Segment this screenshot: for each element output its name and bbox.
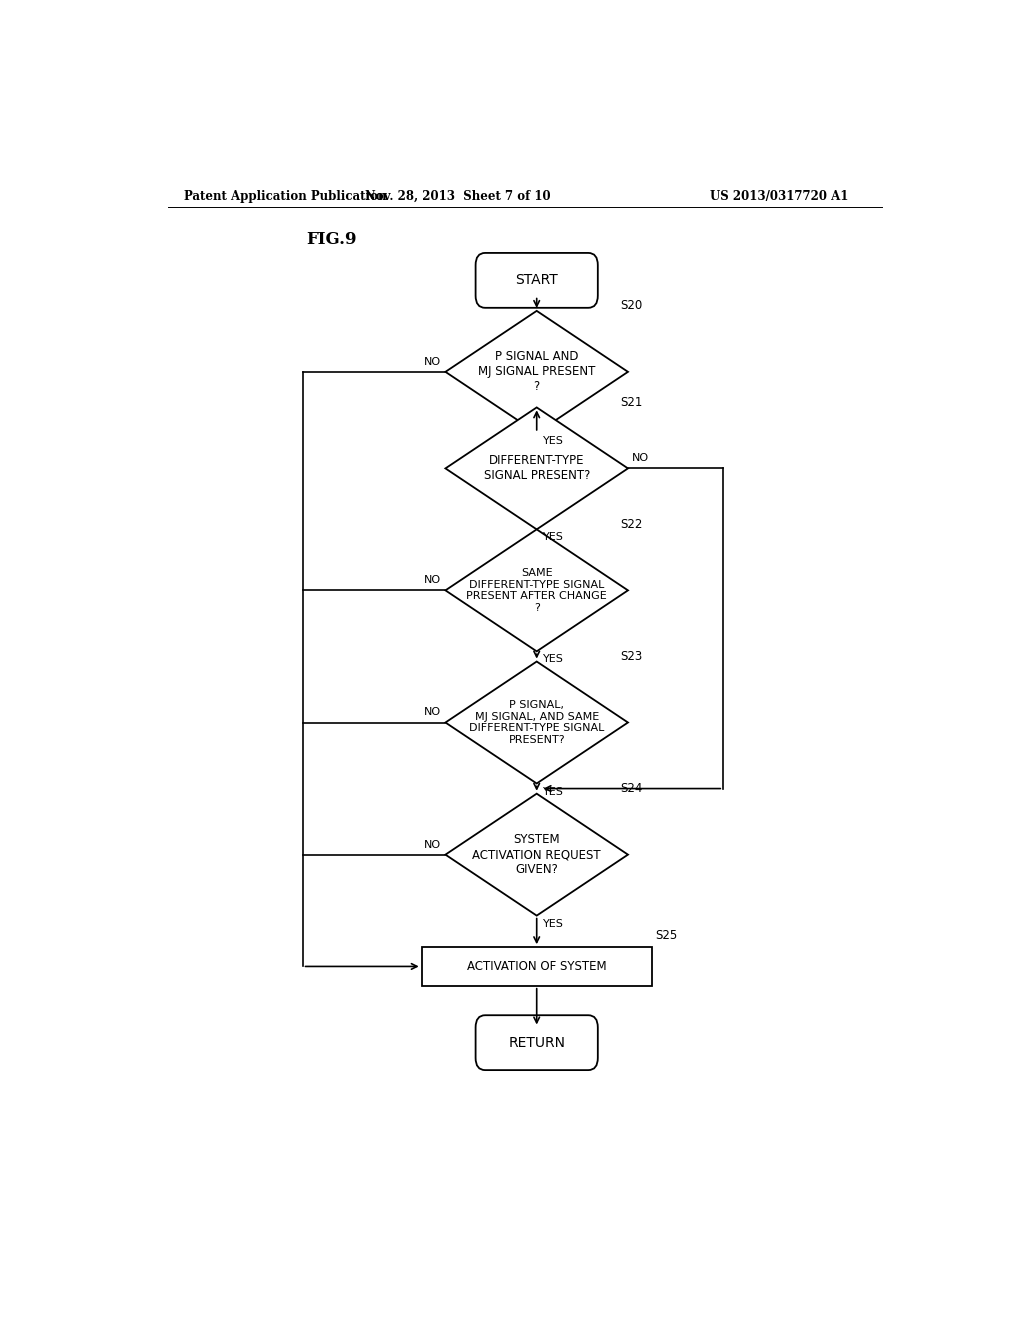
Text: S22: S22 [620, 517, 642, 531]
Text: NO: NO [424, 356, 441, 367]
Text: FIG.9: FIG.9 [306, 231, 357, 248]
Text: US 2013/0317720 A1: US 2013/0317720 A1 [710, 190, 848, 202]
FancyBboxPatch shape [475, 1015, 598, 1071]
Text: NO: NO [424, 576, 441, 585]
FancyBboxPatch shape [475, 253, 598, 308]
Polygon shape [445, 312, 628, 433]
Text: S21: S21 [620, 396, 642, 409]
Text: S23: S23 [620, 649, 642, 663]
Text: DIFFERENT-TYPE
SIGNAL PRESENT?: DIFFERENT-TYPE SIGNAL PRESENT? [483, 454, 590, 482]
Text: START: START [515, 273, 558, 288]
Text: Patent Application Publication: Patent Application Publication [183, 190, 386, 202]
Text: S24: S24 [620, 781, 642, 795]
Text: YES: YES [543, 436, 564, 446]
Text: NO: NO [424, 840, 441, 850]
Text: SYSTEM
ACTIVATION REQUEST
GIVEN?: SYSTEM ACTIVATION REQUEST GIVEN? [472, 833, 601, 876]
Text: NO: NO [632, 453, 649, 463]
Text: P SIGNAL,
MJ SIGNAL, AND SAME
DIFFERENT-TYPE SIGNAL
PRESENT?: P SIGNAL, MJ SIGNAL, AND SAME DIFFERENT-… [469, 700, 604, 744]
Polygon shape [445, 661, 628, 784]
Text: Nov. 28, 2013  Sheet 7 of 10: Nov. 28, 2013 Sheet 7 of 10 [365, 190, 550, 202]
Text: YES: YES [543, 787, 564, 796]
Polygon shape [445, 529, 628, 651]
Text: S25: S25 [655, 929, 678, 942]
Polygon shape [445, 793, 628, 916]
Text: YES: YES [543, 532, 564, 543]
Text: ACTIVATION OF SYSTEM: ACTIVATION OF SYSTEM [467, 960, 606, 973]
Text: S20: S20 [620, 300, 642, 313]
Bar [422, 948, 651, 986]
Text: RETURN: RETURN [508, 1036, 565, 1049]
Text: YES: YES [543, 919, 564, 929]
Text: SAME
DIFFERENT-TYPE SIGNAL
PRESENT AFTER CHANGE
?: SAME DIFFERENT-TYPE SIGNAL PRESENT AFTER… [466, 568, 607, 612]
Polygon shape [445, 408, 628, 529]
Text: P SIGNAL AND
MJ SIGNAL PRESENT
?: P SIGNAL AND MJ SIGNAL PRESENT ? [478, 350, 595, 393]
Text: YES: YES [543, 655, 564, 664]
Text: NO: NO [424, 708, 441, 718]
